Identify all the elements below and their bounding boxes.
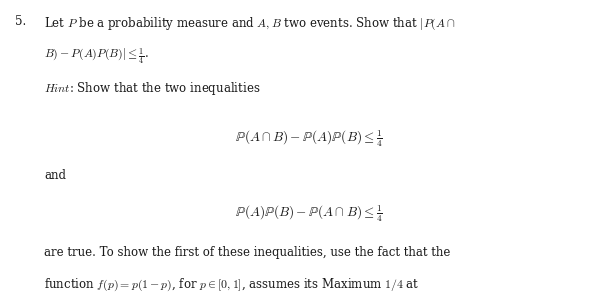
Text: $\mathbb{P}(A\cap B) - \mathbb{P}(A)\mathbb{P}(B) \leq \frac{1}{4}$: $\mathbb{P}(A\cap B) - \mathbb{P}(A)\mat… [235, 129, 382, 149]
Text: and: and [44, 169, 66, 182]
Text: are true. To show the first of these inequalities, use the fact that the: are true. To show the first of these ine… [44, 246, 451, 259]
Text: Let $P$ be a probability measure and $A, B$ two events. Show that $|P(A\cap$: Let $P$ be a probability measure and $A,… [44, 15, 456, 32]
Text: $B) - P(A)P(B)| \leq \frac{1}{4}$.: $B) - P(A)P(B)| \leq \frac{1}{4}$. [44, 46, 149, 66]
Text: function $f(p) = p(1-p)$, for $p \in [0,1]$, assumes its Maximum $1/4$ at: function $f(p) = p(1-p)$, for $p \in [0,… [44, 277, 420, 293]
Text: 5.: 5. [15, 15, 26, 28]
Text: $\mathbb{P}(A)\mathbb{P}(B) - \mathbb{P}(A\cap B) \leq \frac{1}{4}$: $\mathbb{P}(A)\mathbb{P}(B) - \mathbb{P}… [235, 203, 382, 224]
Text: $\mathit{Hint}$: Show that the two inequalities: $\mathit{Hint}$: Show that the two inequ… [44, 80, 261, 97]
